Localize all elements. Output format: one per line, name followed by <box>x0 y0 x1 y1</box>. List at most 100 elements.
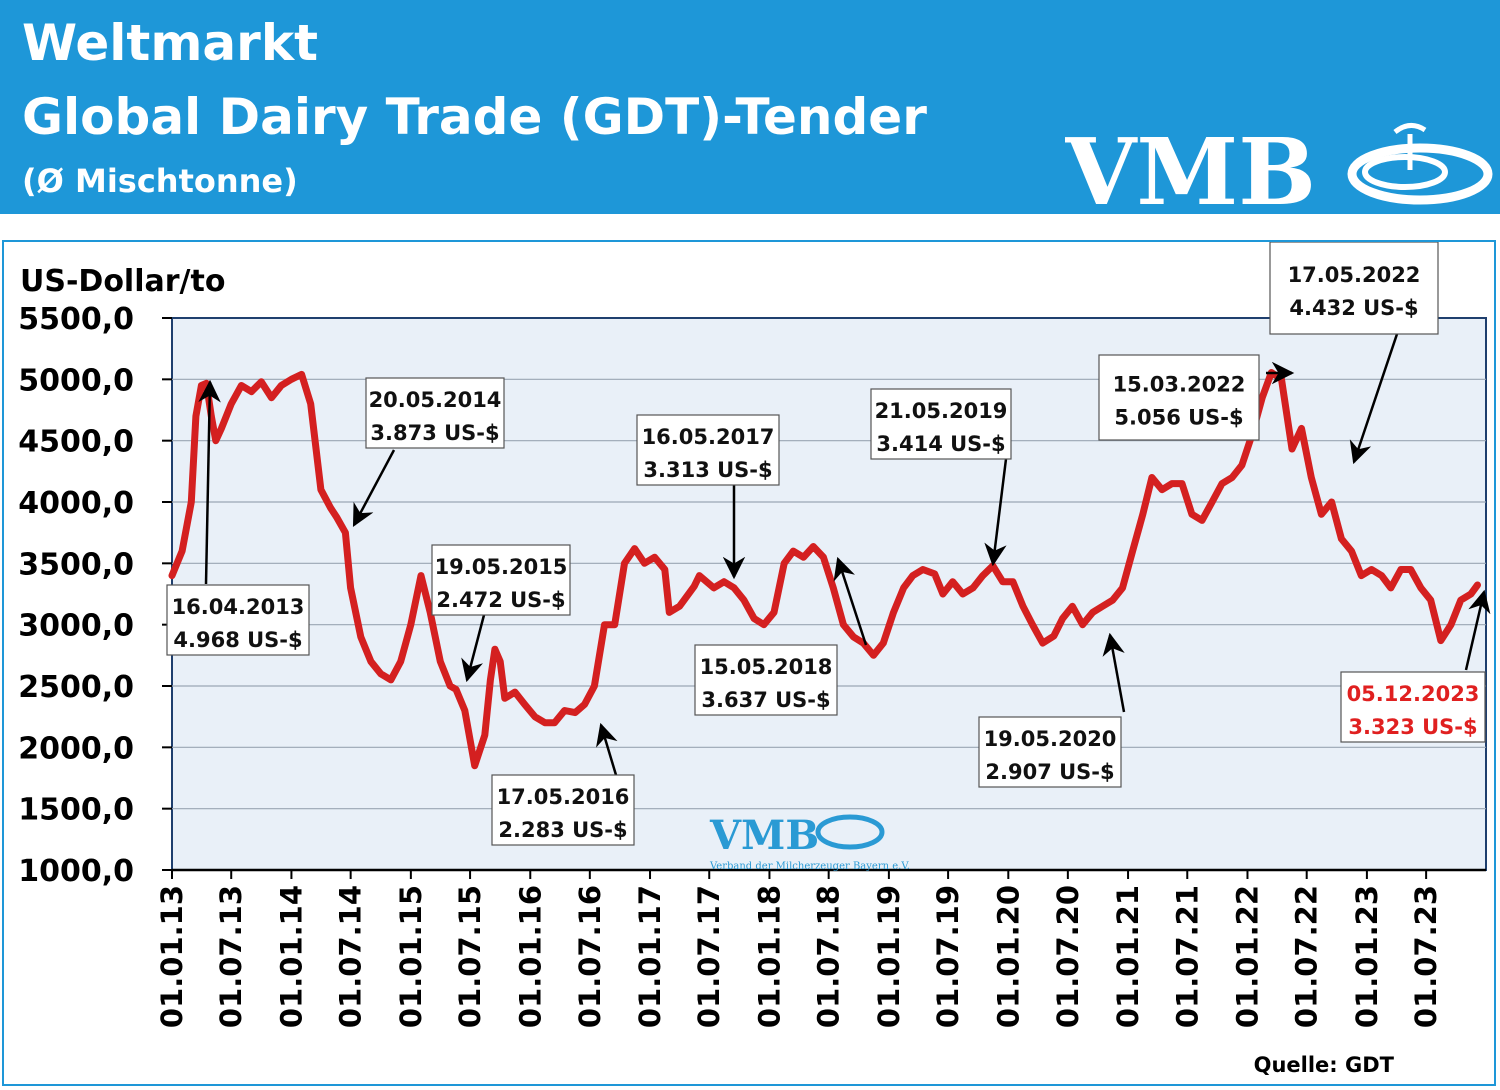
annotation-value: 4.432 US-$ <box>1289 296 1418 320</box>
annotation-box <box>166 584 310 656</box>
annotation-date: 15.05.2018 <box>700 655 833 679</box>
watermark-subtitle: Verband der Milcherzeuger Bayern e.V. <box>709 861 910 872</box>
annotation-value: 4.968 US-$ <box>173 628 302 652</box>
y-tick-label: 2000,0 <box>18 731 134 766</box>
annotation-05.12.2023: 05.12.2023 3.323 US-$ <box>1340 589 1491 743</box>
annotation-value: 3.637 US-$ <box>701 688 830 712</box>
header-title: Weltmarkt <box>22 14 318 72</box>
annotation-value: 3.414 US-$ <box>876 432 1005 456</box>
y-tick-label: 3000,0 <box>18 609 134 644</box>
x-tick-label: 01.07.13 <box>214 885 248 1028</box>
annotation-value: 3.313 US-$ <box>643 458 772 482</box>
annotation-date: 20.05.2014 <box>369 388 502 412</box>
x-tick-label: 01.01.17 <box>633 885 667 1028</box>
annotation-box <box>870 388 1012 460</box>
chart-frame: US-Dollar/to 5500,0 5000,0 4500,0 4000,0 350… <box>2 240 1496 1086</box>
annotation-arrow <box>461 614 486 683</box>
x-tick-label: 01.07.17 <box>692 885 726 1028</box>
annotation-15.03.2022: 15.03.2022 5.056 US-$ <box>1098 354 1295 441</box>
annotation-19.05.2015: 19.05.2015 2.472 US-$ <box>431 544 571 683</box>
annotation-arrow <box>1102 632 1126 713</box>
x-tick-label: 01.01.16 <box>513 885 547 1028</box>
annotation-arrow <box>1349 333 1399 465</box>
annotation-value: 2.283 US-$ <box>498 818 627 842</box>
x-tick-label: 01.01.18 <box>752 885 786 1028</box>
annotation-17.05.2022: 17.05.2022 4.432 US-$ <box>1269 242 1439 465</box>
x-tick-label: 01.07.20 <box>1051 885 1085 1028</box>
x-tick-label: 01.07.14 <box>334 885 368 1028</box>
watermark-swoosh-icon <box>815 814 885 850</box>
annotation-arrow <box>833 556 868 646</box>
annotation-value: 2.907 US-$ <box>985 760 1114 784</box>
annotation-box <box>491 774 635 846</box>
annotation-value: 2.472 US-$ <box>436 588 565 612</box>
y-axis-label: US-Dollar/to <box>20 264 225 299</box>
annotation-box <box>978 716 1122 788</box>
annotation-box <box>636 414 780 486</box>
x-tick-label: 01.01.13 <box>155 885 189 1028</box>
vmb-logo-swoosh-icon <box>1347 123 1493 205</box>
annotation-16.05.2017: 16.05.2017 3.313 US-$ <box>636 414 780 580</box>
header-banner: Weltmarkt Global Dairy Trade (GDT)-Tende… <box>0 0 1500 214</box>
annotation-date: 05.12.2023 <box>1347 682 1480 706</box>
x-tick-label: 01.07.15 <box>453 885 487 1028</box>
x-tick-label: 01.01.23 <box>1350 885 1384 1028</box>
annotation-box <box>694 644 838 716</box>
annotation-date: 17.05.2022 <box>1288 263 1421 287</box>
y-tick-label: 5500,0 <box>18 302 134 337</box>
y-tick-label: 2500,0 <box>18 670 134 705</box>
annotation-date: 16.05.2017 <box>642 425 775 449</box>
header-subtitle: Global Dairy Trade (GDT)-Tender <box>22 88 927 146</box>
x-tick-label: 01.01.21 <box>1111 885 1145 1028</box>
y-axis-ticks: 5500,0 5000,0 4500,0 4000,0 3500,0 3000,0 2500… <box>18 302 172 889</box>
annotation-box <box>1269 242 1439 335</box>
annotation-21.05.2019: 21.05.2019 3.414 US-$ <box>870 388 1012 567</box>
annotation-arrow <box>596 722 618 776</box>
watermark-text: VMB <box>709 812 819 859</box>
x-tick-label: 01.01.20 <box>991 885 1025 1028</box>
annotations: 16.04.2013 4.968 US-$ 20.05.2014 3.873 US-$… <box>166 242 1491 846</box>
x-tick-label: 01.01.15 <box>394 885 428 1028</box>
annotation-19.05.2020: 19.05.2020 2.907 US-$ <box>978 632 1126 788</box>
x-tick-label: 01.07.18 <box>812 885 846 1028</box>
annotation-box <box>1098 354 1260 441</box>
annotation-date: 17.05.2016 <box>497 785 630 809</box>
annotation-date: 19.05.2020 <box>984 727 1117 751</box>
y-tick-label: 4500,0 <box>18 425 134 460</box>
annotation-value: 3.873 US-$ <box>370 421 499 445</box>
annotation-17.05.2016: 17.05.2016 2.283 US-$ <box>491 722 635 846</box>
annotation-arrow <box>1464 589 1491 671</box>
x-axis: 01.01.13 01.07.13 01.01.14 01.07.14 01.01.15… <box>155 868 1486 1028</box>
x-tick-label: 01.01.22 <box>1230 885 1264 1028</box>
vmb-logo-text: VMB <box>1065 118 1316 212</box>
x-tick-label: 01.07.19 <box>931 885 965 1028</box>
annotation-date: 15.03.2022 <box>1113 373 1246 397</box>
x-tick-label: 01.01.19 <box>872 885 906 1028</box>
x-tick-label: 01.07.16 <box>573 885 607 1028</box>
y-tick-label: 3500,0 <box>18 547 134 582</box>
y-tick-label: 1000,0 <box>18 854 134 889</box>
x-tick-label: 01.07.22 <box>1290 885 1324 1028</box>
annotation-value: 3.323 US-$ <box>1348 715 1477 739</box>
y-tick-label: 1500,0 <box>18 793 134 828</box>
annotation-20.05.2014: 20.05.2014 3.873 US-$ <box>352 377 505 527</box>
vmb-watermark: VMB Verband der Milcherzeuger Bayern e.V… <box>709 812 910 872</box>
source-label: Quelle: GDT <box>1254 1053 1395 1077</box>
gdt-line-chart: US-Dollar/to 5500,0 5000,0 4500,0 4000,0 350… <box>18 242 1491 1077</box>
annotation-date: 21.05.2019 <box>875 399 1008 423</box>
annotation-arrow <box>352 449 396 527</box>
annotation-box <box>365 377 505 449</box>
vmb-logo: VMB <box>1065 118 1493 212</box>
annotation-value: 5.056 US-$ <box>1114 406 1243 430</box>
header-unit: (Ø Mischtonne) <box>22 162 298 200</box>
y-tick-label: 4000,0 <box>18 486 134 521</box>
annotation-box <box>431 544 571 616</box>
annotation-date: 19.05.2015 <box>435 555 568 579</box>
annotation-16.04.2013: 16.04.2013 4.968 US-$ <box>166 379 310 656</box>
x-tick-label: 01.07.23 <box>1409 885 1443 1028</box>
annotation-arrow <box>198 379 221 585</box>
annotation-15.05.2018: 15.05.2018 3.637 US-$ <box>694 556 868 716</box>
annotation-arrow <box>984 458 1008 567</box>
x-tick-label: 01.07.21 <box>1170 885 1204 1028</box>
annotation-box <box>1340 671 1486 743</box>
